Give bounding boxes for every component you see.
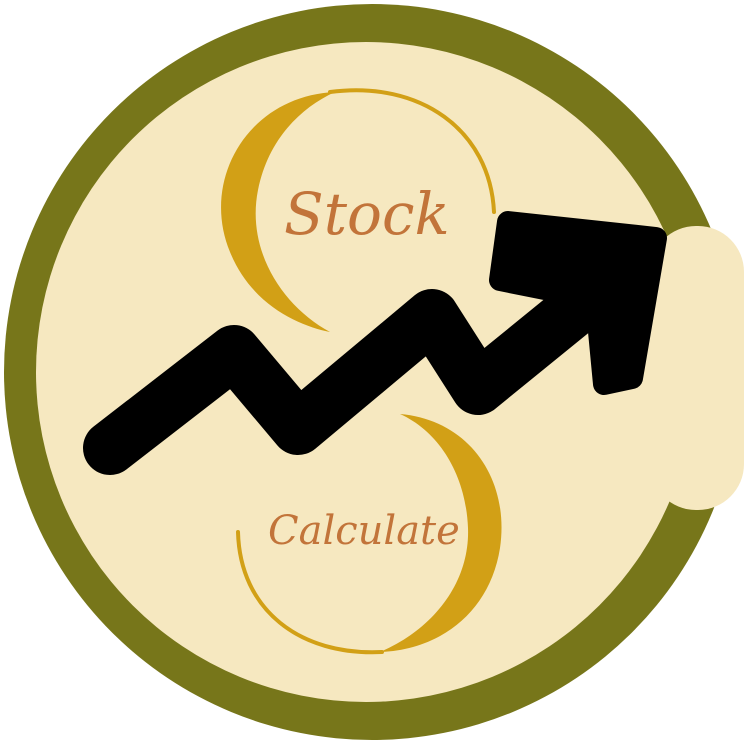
crescent-icon	[221, 88, 496, 332]
trend-up-arrow-icon	[83, 211, 667, 475]
logo-word-calculate: Calculate	[268, 508, 460, 554]
logo-word-stock: Stock	[284, 180, 450, 248]
crescent-icon	[236, 414, 502, 655]
logo-tab	[650, 226, 744, 510]
